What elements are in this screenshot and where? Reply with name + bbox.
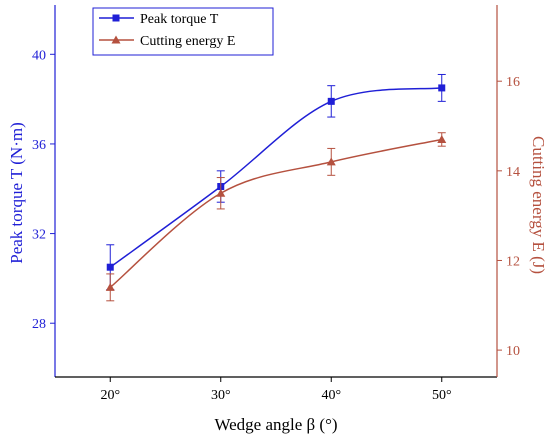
data-point-peak-torque [327, 97, 335, 105]
left-y-tick-label: 28 [32, 317, 46, 332]
x-tick-label: 40° [321, 388, 341, 403]
left-y-tick-label: 36 [32, 138, 46, 153]
right-y-tick-label: 10 [506, 344, 520, 359]
data-point-cutting-energy [437, 134, 447, 143]
x-tick-label: 30° [211, 388, 231, 403]
left-y-tick-label: 40 [32, 48, 46, 63]
x-axis-title: Wedge angle β (°) [214, 415, 337, 434]
data-point-cutting-energy [105, 282, 115, 291]
x-tick-label: 50° [432, 388, 452, 403]
right-y-axis-title: Cutting energy E (J) [529, 136, 548, 274]
data-point-peak-torque [106, 263, 114, 271]
data-point-peak-torque [438, 84, 446, 92]
legend-box [92, 7, 274, 56]
legend-marker-peak-torque [112, 14, 120, 22]
legend-marker-cutting-energy [111, 35, 121, 44]
legend: Peak torque T Cutting energy E [92, 7, 274, 56]
marks-group [105, 73, 447, 302]
left-y-axis-title: Peak torque T (N·m) [7, 122, 26, 263]
right-y-tick-label: 16 [506, 75, 520, 90]
legend-label-cutting-energy: Cutting energy E [140, 34, 235, 49]
data-point-cutting-energy [216, 188, 226, 197]
data-point-cutting-energy [326, 157, 336, 166]
labels-group: Wedge angle β (°) Peak torque T (N·m) Cu… [7, 122, 548, 434]
left-y-tick-label: 32 [32, 228, 46, 243]
series-line-cutting-energy [109, 138, 442, 288]
right-y-tick-label: 12 [506, 254, 520, 269]
legend-label-peak-torque: Peak torque T [140, 12, 219, 27]
right-y-tick-label: 14 [506, 165, 520, 180]
series-line-peak-torque [109, 87, 442, 268]
x-tick-label: 20° [100, 388, 120, 403]
axes-group: 20° 30° 40° 50° 28 32 36 40 10 12 14 16 [32, 5, 520, 403]
